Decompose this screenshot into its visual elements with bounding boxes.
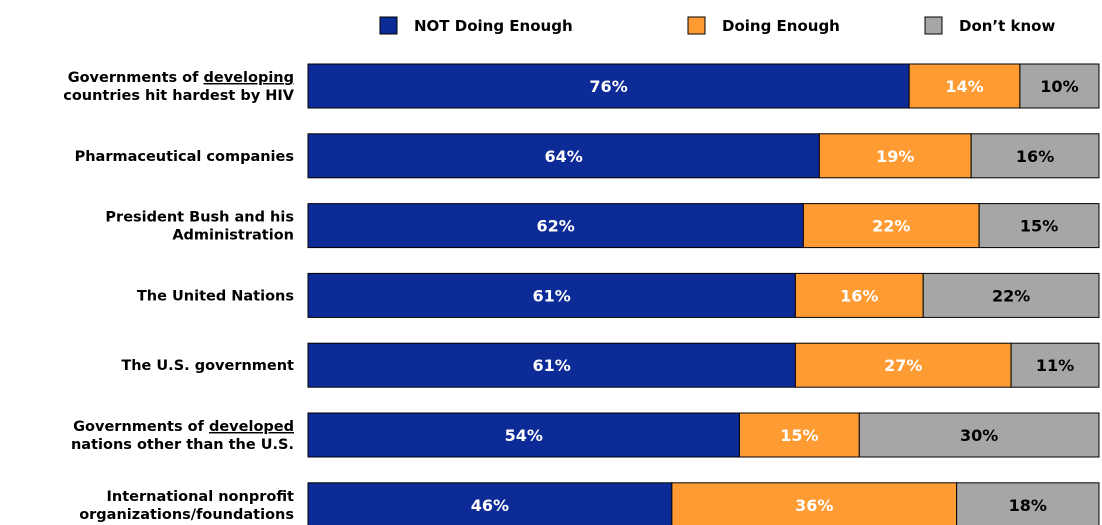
data-label-don-t-know: 18% xyxy=(1009,496,1047,515)
category-labels: Governments of developing countries hit h… xyxy=(63,70,295,523)
legend-label-don-t-know: Don’t know xyxy=(959,17,1055,35)
data-label-don-t-know: 22% xyxy=(992,286,1030,305)
bar-segment-don-t-know xyxy=(922,272,1100,318)
category-label: Governments of developing xyxy=(68,70,294,86)
data-label-doing-enough: 27% xyxy=(884,356,922,375)
data-label-don-t-know: 16% xyxy=(1016,147,1054,166)
bar-segment-don-t-know xyxy=(956,482,1100,525)
legend-swatch-not-doing-enough xyxy=(379,16,398,35)
data-label-doing-enough: 22% xyxy=(872,217,910,236)
bar-row: 61% 27% 11% xyxy=(307,342,1100,388)
data-label-don-t-know: 10% xyxy=(1040,77,1078,96)
data-label-not-doing-enough: 46% xyxy=(471,496,509,515)
data-label-not-doing-enough: 54% xyxy=(505,426,543,445)
category-label-line2: nations other than the U.S. xyxy=(71,437,294,453)
bar-segment-don-t-know xyxy=(858,412,1100,458)
data-label-not-doing-enough: 64% xyxy=(545,147,583,166)
bar-segment-don-t-know xyxy=(1019,63,1100,109)
data-label-doing-enough: 15% xyxy=(780,426,818,445)
category-label: President Bush and his xyxy=(105,210,294,226)
bar-segment-doing-enough xyxy=(738,412,860,458)
category-label: International nonprofit xyxy=(106,489,294,505)
legend-label-not-doing-enough: NOT Doing Enough xyxy=(414,17,573,35)
category-label: Pharmaceutical companies xyxy=(75,149,294,165)
data-label-don-t-know: 11% xyxy=(1036,356,1074,375)
bar-segment-not-doing-enough xyxy=(307,272,796,318)
data-label-don-t-know: 30% xyxy=(960,426,998,445)
data-label-don-t-know: 15% xyxy=(1020,217,1058,236)
data-label-not-doing-enough: 61% xyxy=(533,356,571,375)
data-label-doing-enough: 14% xyxy=(945,77,983,96)
data-label-doing-enough: 16% xyxy=(840,286,878,305)
bar-segment-not-doing-enough xyxy=(307,203,804,249)
legend-swatch-don-t-know xyxy=(924,16,943,35)
bar-row: 76% 14% 10% xyxy=(307,63,1100,109)
data-label-doing-enough: 19% xyxy=(876,147,914,166)
legend-swatch-doing-enough xyxy=(687,16,706,35)
category-label-line2: Administration xyxy=(172,228,294,244)
bar-segment-doing-enough xyxy=(802,203,980,249)
data-label-not-doing-enough: 62% xyxy=(537,217,575,236)
bar-row: 62% 22% 15% xyxy=(307,203,1100,249)
bar-segment-not-doing-enough xyxy=(307,412,740,458)
category-label: The United Nations xyxy=(137,288,294,304)
bar-segment-doing-enough xyxy=(671,482,958,525)
bar-row: 64% 19% 16% xyxy=(307,133,1100,179)
bar-segment-not-doing-enough xyxy=(307,482,673,525)
bar-segment-don-t-know xyxy=(978,203,1100,249)
category-label-line2: countries hit hardest by HIV xyxy=(63,88,295,104)
bar-segment-doing-enough xyxy=(794,342,1012,388)
bar-segment-not-doing-enough xyxy=(307,133,820,179)
chart-legend: NOT Doing Enough Doing Enough Don’t know xyxy=(379,16,1055,35)
bar-segment-don-t-know xyxy=(970,133,1100,179)
bar-segment-doing-enough xyxy=(818,133,972,179)
bar-row: 54% 15% 30% xyxy=(307,412,1100,458)
data-label-not-doing-enough: 61% xyxy=(533,286,571,305)
bar-segment-not-doing-enough xyxy=(307,63,910,109)
bar-segment-don-t-know xyxy=(1010,342,1100,388)
category-label-line2: organizations/foundations xyxy=(79,507,294,523)
category-label: The U.S. government xyxy=(121,358,294,374)
category-label: Governments of developed xyxy=(73,419,294,435)
bar-segment-doing-enough xyxy=(908,63,1021,109)
bar-segment-not-doing-enough xyxy=(307,342,796,388)
bar-row: 61% 16% 22% xyxy=(307,272,1100,318)
legend-label-doing-enough: Doing Enough xyxy=(722,17,840,35)
bar-rows: 76% 14% 10% 64% 19% 16% 62% 22% 15% 61% 16% 22% 61% 2… xyxy=(307,63,1100,525)
data-label-not-doing-enough: 76% xyxy=(589,77,627,96)
data-label-doing-enough: 36% xyxy=(795,496,833,515)
bar-row: 46% 36% 18% xyxy=(307,482,1100,525)
